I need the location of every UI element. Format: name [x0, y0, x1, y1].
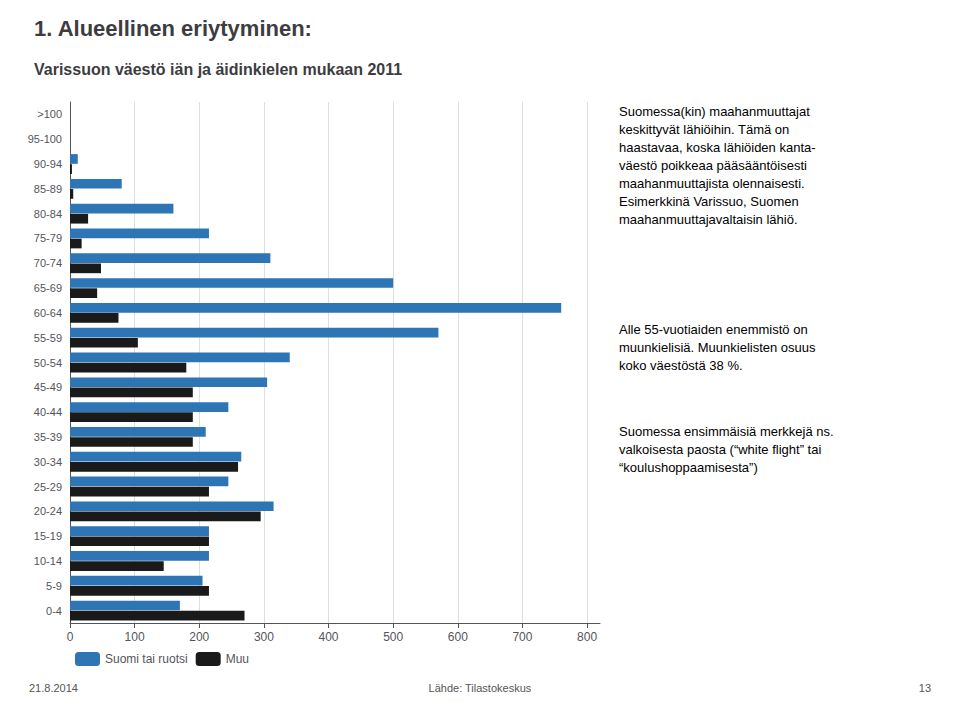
svg-text:maahanmuuttajavaltaisin lähiö.: maahanmuuttajavaltaisin lähiö. [619, 212, 798, 227]
svg-text:60-64: 60-64 [34, 307, 62, 319]
svg-text:15-19: 15-19 [34, 530, 62, 542]
svg-text:30-34: 30-34 [34, 456, 62, 468]
svg-text:21.8.2014: 21.8.2014 [29, 682, 78, 694]
svg-text:Suomessa(kin) maahanmuuttajat: Suomessa(kin) maahanmuuttajat [619, 104, 810, 119]
svg-text:40-44: 40-44 [34, 406, 62, 418]
svg-text:“koulushoppaamisesta”): “koulushoppaamisesta”) [619, 460, 758, 475]
svg-text:500: 500 [383, 630, 403, 644]
svg-text:700: 700 [512, 630, 532, 644]
svg-text:65-69: 65-69 [34, 282, 62, 294]
svg-text:1. Alueellinen eriytyminen:: 1. Alueellinen eriytyminen: [34, 16, 312, 41]
svg-text:300: 300 [254, 630, 274, 644]
svg-text:200: 200 [189, 630, 209, 644]
svg-text:keskittyvät lähiöihin. Tämä on: keskittyvät lähiöihin. Tämä on [619, 122, 789, 137]
svg-text:35-39: 35-39 [34, 431, 62, 443]
svg-text:0-4: 0-4 [46, 605, 62, 617]
svg-text:100: 100 [125, 630, 145, 644]
svg-text:koko väestöstä 38 %.: koko väestöstä 38 %. [619, 358, 743, 373]
svg-text:85-89: 85-89 [34, 183, 62, 195]
svg-text:20-24: 20-24 [34, 505, 62, 517]
svg-text:10-14: 10-14 [34, 555, 62, 567]
svg-text:väestö poikkeaa pääsääntöisest: väestö poikkeaa pääsääntöisesti [619, 158, 807, 173]
svg-text:valkoisesta paosta (“white fli: valkoisesta paosta (“white flight” tai [619, 442, 821, 457]
svg-text:400: 400 [319, 630, 339, 644]
svg-text:45-49: 45-49 [34, 381, 62, 393]
svg-text:13: 13 [919, 682, 931, 694]
svg-text:maahanmuuttajista olennaisesti: maahanmuuttajista olennaisesti. [619, 176, 805, 191]
svg-text:Muu: Muu [226, 652, 249, 666]
svg-text:0: 0 [67, 630, 74, 644]
svg-text:Alle 55-vuotiaiden enemmistö o: Alle 55-vuotiaiden enemmistö on [619, 322, 808, 337]
svg-text:55-59: 55-59 [34, 332, 62, 344]
svg-text:800: 800 [577, 630, 597, 644]
svg-text:Esimerkkinä Varissuo, Suomen: Esimerkkinä Varissuo, Suomen [619, 194, 799, 209]
svg-text:5-9: 5-9 [46, 580, 62, 592]
svg-text:80-84: 80-84 [34, 208, 62, 220]
svg-text:25-29: 25-29 [34, 481, 62, 493]
svg-text:>100: >100 [37, 108, 62, 120]
svg-text:90-94: 90-94 [34, 158, 62, 170]
svg-text:Suomessa ensimmäisiä merkkejä: Suomessa ensimmäisiä merkkejä ns. [619, 424, 834, 439]
svg-text:Lähde: Tilastokeskus: Lähde: Tilastokeskus [429, 682, 532, 694]
svg-text:Varissuon väestö iän ja äidink: Varissuon väestö iän ja äidinkielen muka… [34, 61, 402, 78]
svg-text:Suomi tai ruotsi: Suomi tai ruotsi [105, 652, 188, 666]
svg-text:600: 600 [448, 630, 468, 644]
svg-text:haastavaa, koska lähiöiden kan: haastavaa, koska lähiöiden kanta- [619, 140, 816, 155]
svg-text:muunkielisiä. Muunkielisten os: muunkielisiä. Muunkielisten osuus [619, 340, 816, 355]
svg-text:50-54: 50-54 [34, 357, 62, 369]
svg-text:95-100: 95-100 [28, 133, 62, 145]
svg-text:70-74: 70-74 [34, 257, 62, 269]
svg-text:75-79: 75-79 [34, 232, 62, 244]
